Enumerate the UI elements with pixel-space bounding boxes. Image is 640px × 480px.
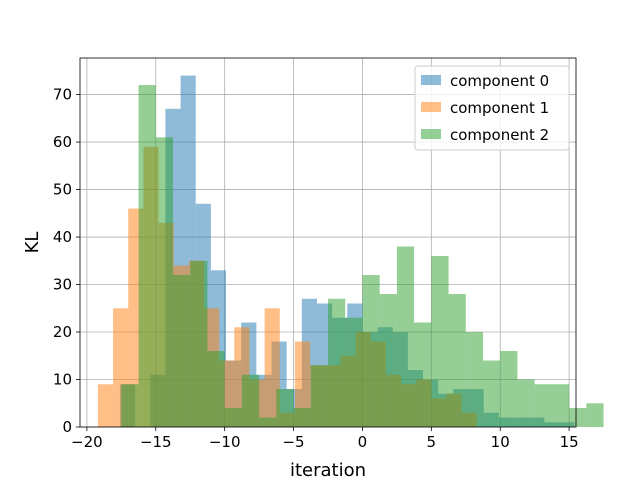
histogram-bar bbox=[294, 341, 311, 427]
histogram-bar bbox=[586, 403, 604, 427]
x-tick-label: 0 bbox=[358, 433, 368, 451]
histogram-bar bbox=[241, 374, 260, 427]
histogram-bar bbox=[224, 408, 242, 427]
x-tick-label: −15 bbox=[140, 433, 172, 451]
legend-label: component 1 bbox=[450, 99, 549, 117]
y-tick-label: 60 bbox=[53, 133, 72, 151]
legend-swatch bbox=[421, 102, 441, 112]
axis-ticks: −20 −15 −10 −5 0 5 10 15 0 10 20 30 40 50 60 70 bbox=[53, 86, 579, 451]
histogram-bar bbox=[534, 384, 552, 427]
histogram-bars bbox=[97, 75, 604, 428]
y-tick-label: 50 bbox=[53, 181, 72, 199]
y-tick-label: 20 bbox=[53, 323, 72, 341]
histogram-bar bbox=[345, 317, 363, 427]
histogram-bar bbox=[396, 246, 415, 427]
histogram-bar bbox=[310, 365, 328, 427]
x-tick-label: 15 bbox=[560, 433, 579, 451]
histogram-bar bbox=[362, 275, 380, 427]
histogram-bar bbox=[173, 275, 191, 427]
histogram-bar bbox=[190, 260, 208, 427]
legend-swatch bbox=[421, 129, 441, 139]
legend: component 0 component 1 component 2 bbox=[414, 65, 570, 151]
series-2 bbox=[121, 85, 604, 428]
histogram-bar bbox=[328, 298, 346, 427]
histogram-bar bbox=[264, 308, 280, 427]
histogram-bar bbox=[138, 85, 156, 428]
legend-box bbox=[414, 65, 570, 151]
legend-label: component 2 bbox=[450, 126, 549, 144]
x-tick-label: 5 bbox=[427, 433, 437, 451]
histogram-bar bbox=[431, 256, 449, 427]
histogram-bar bbox=[97, 384, 114, 427]
x-axis-label: iteration bbox=[290, 460, 366, 480]
y-tick-label: 30 bbox=[53, 276, 72, 294]
y-tick-label: 0 bbox=[62, 418, 72, 436]
histogram-bar bbox=[155, 137, 173, 427]
x-tick-label: −10 bbox=[209, 433, 241, 451]
histogram-bar bbox=[293, 408, 311, 427]
legend-swatch bbox=[421, 75, 441, 85]
histogram-bar bbox=[569, 408, 587, 427]
x-tick-label: −20 bbox=[71, 433, 103, 451]
plot-frame bbox=[79, 57, 577, 428]
histogram-bar bbox=[259, 417, 277, 427]
y-tick-label: 70 bbox=[53, 86, 72, 104]
histogram-bar bbox=[551, 384, 570, 427]
x-tick-label: −5 bbox=[282, 433, 304, 451]
y-tick-label: 10 bbox=[53, 371, 72, 389]
y-axis-label: KL bbox=[22, 232, 43, 254]
histogram-bar bbox=[379, 294, 397, 427]
histogram-bar bbox=[414, 322, 432, 427]
histogram-bar bbox=[517, 379, 535, 427]
x-tick-label: 10 bbox=[491, 433, 510, 451]
histogram-bar bbox=[448, 294, 466, 427]
y-tick-label: 40 bbox=[53, 228, 72, 246]
histogram-bar bbox=[121, 384, 139, 427]
histogram-bar bbox=[500, 351, 518, 427]
histogram-bar bbox=[465, 332, 483, 427]
histogram-bar bbox=[483, 360, 501, 427]
histogram-bar bbox=[207, 351, 225, 427]
histogram-bar bbox=[276, 389, 294, 427]
legend-label: component 0 bbox=[450, 72, 549, 90]
